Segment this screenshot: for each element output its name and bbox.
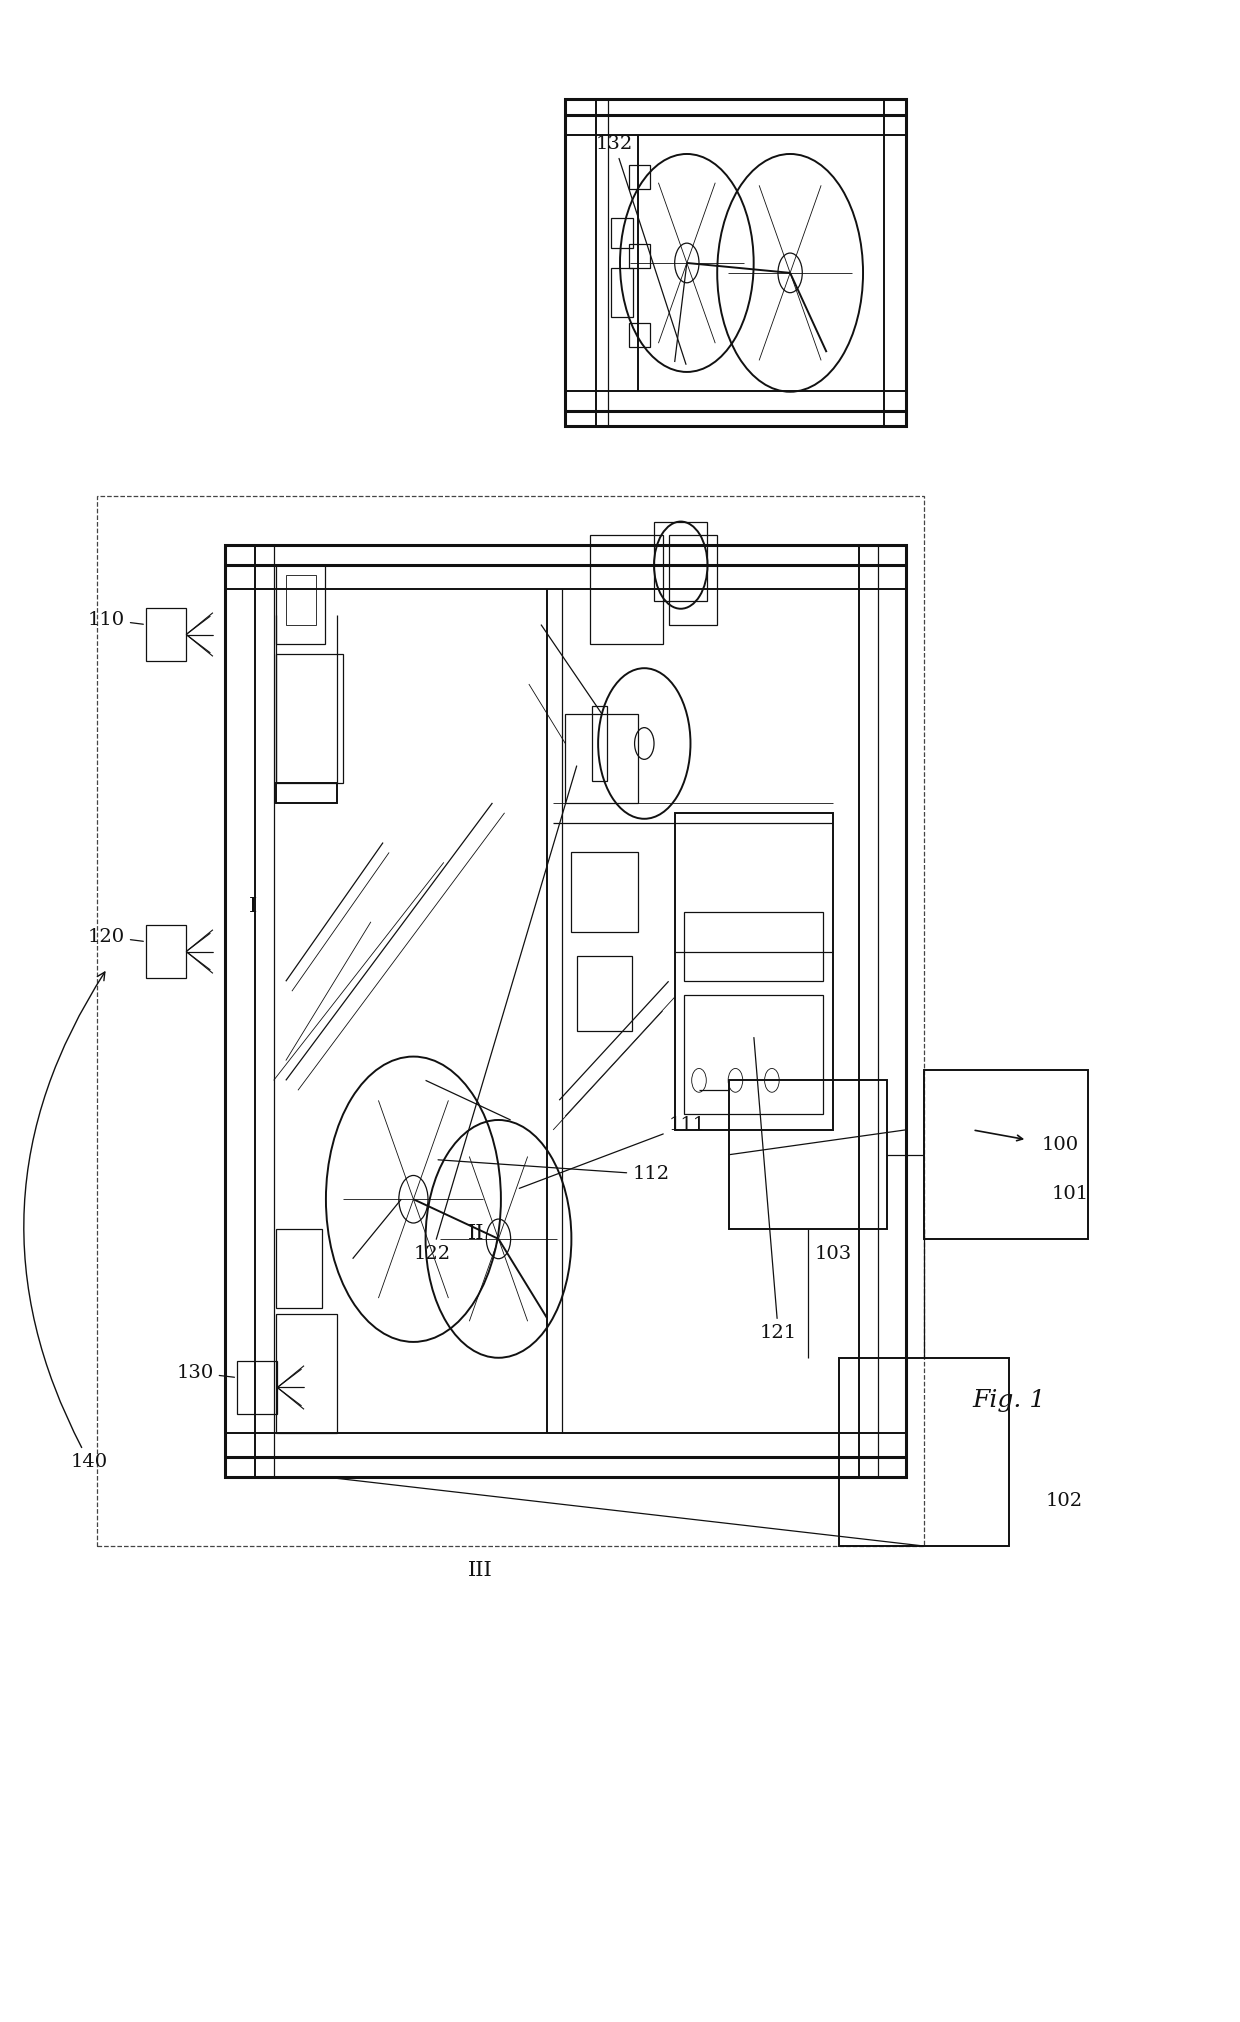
Bar <box>572 853 639 932</box>
Bar <box>224 546 905 1476</box>
Bar <box>611 269 634 317</box>
Bar <box>684 995 823 1114</box>
Bar <box>629 324 650 348</box>
Text: III: III <box>467 1561 492 1579</box>
Text: 132: 132 <box>595 135 686 364</box>
Bar <box>629 166 650 188</box>
Bar <box>277 655 343 783</box>
Bar <box>146 609 186 661</box>
Text: II: II <box>467 1223 485 1244</box>
Bar <box>684 912 823 981</box>
Bar <box>924 1070 1087 1239</box>
Bar <box>277 1314 337 1434</box>
Bar <box>578 956 632 1031</box>
Bar <box>729 1080 888 1229</box>
Text: 102: 102 <box>1045 1492 1083 1510</box>
Bar <box>277 564 325 645</box>
Text: 103: 103 <box>815 1246 852 1262</box>
Text: 111: 111 <box>520 1116 706 1189</box>
Bar <box>629 245 650 269</box>
Text: 122: 122 <box>413 766 577 1262</box>
Bar <box>285 574 316 625</box>
Bar <box>146 926 186 979</box>
Bar <box>589 536 662 645</box>
Text: 140: 140 <box>24 973 108 1470</box>
Bar <box>611 218 634 249</box>
Bar <box>838 1359 1009 1547</box>
Text: 101: 101 <box>1052 1185 1089 1203</box>
Bar <box>277 1229 322 1308</box>
Text: 130: 130 <box>176 1363 234 1381</box>
Bar <box>237 1361 278 1413</box>
Bar <box>565 714 639 803</box>
Bar <box>668 536 717 625</box>
Text: 112: 112 <box>438 1161 670 1183</box>
Bar <box>98 495 924 1547</box>
Bar <box>653 522 708 601</box>
Bar <box>277 783 337 803</box>
Bar <box>675 813 832 1130</box>
Text: 120: 120 <box>88 928 144 946</box>
Text: Fig. 1: Fig. 1 <box>972 1389 1045 1411</box>
Text: 100: 100 <box>1042 1136 1079 1155</box>
Bar <box>591 706 606 780</box>
Text: I: I <box>249 898 258 916</box>
Text: 121: 121 <box>754 1037 797 1343</box>
Bar <box>565 99 905 427</box>
Text: 110: 110 <box>88 611 144 629</box>
